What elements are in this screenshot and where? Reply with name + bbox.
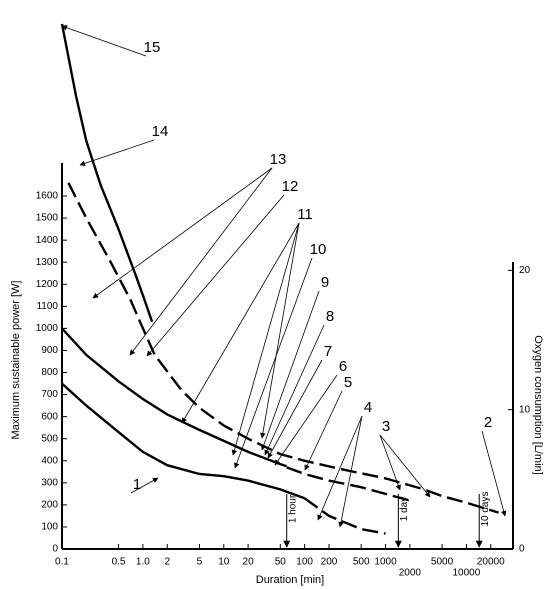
- annotation-arrow: [338, 415, 363, 528]
- y-tick-label: 1000: [36, 323, 59, 334]
- annotation-arrow: [264, 324, 325, 456]
- x-tick-label: 50: [275, 557, 287, 568]
- series-line: [303, 497, 386, 535]
- y-tick-label: 400: [41, 455, 58, 466]
- annotation-arrow: [92, 167, 273, 299]
- time-marker-label: 1 day: [399, 497, 410, 521]
- series-line: [286, 466, 411, 502]
- y-tick-label: 1100: [36, 301, 58, 312]
- series-line: [61, 327, 288, 468]
- y-tick-label: 100: [41, 522, 58, 533]
- annotation-arrow: [317, 415, 363, 521]
- y2-axis-label: Oxygen consumption [L/min]: [532, 335, 544, 474]
- x-tick-label: 200: [321, 557, 338, 568]
- y2-tick-label: 0: [519, 544, 525, 555]
- x-tick-label: 2: [164, 557, 170, 568]
- annotation-arrow: [79, 139, 155, 167]
- annotation-arrow: [129, 167, 273, 356]
- y-tick-label: 800: [41, 367, 58, 378]
- x-tick-label: 100: [296, 557, 313, 568]
- y-tick-label: 200: [41, 500, 58, 511]
- annotation: 13: [270, 151, 287, 168]
- y-tick-label: 1600: [36, 191, 59, 202]
- x-axis-label: Duration [min]: [256, 574, 324, 586]
- series-line: [60, 23, 154, 323]
- x-tick-label: 10: [218, 557, 230, 568]
- annotation-arrow: [130, 477, 159, 494]
- x-tick-label: 500: [353, 557, 370, 568]
- y-tick-label: 1500: [36, 213, 59, 224]
- annotation: 9: [321, 274, 329, 291]
- time-marker-label: 1 hour: [287, 494, 298, 523]
- annotation-arrow: [231, 222, 300, 456]
- annotation-arrow: [379, 434, 431, 498]
- x-tick-label: 1.0: [136, 557, 150, 568]
- annotation: 1: [133, 476, 141, 493]
- annotation: 3: [382, 418, 390, 435]
- y-axis-label: Maximum sustainable power [W]: [10, 281, 22, 440]
- x-tick-label: 5000: [431, 557, 454, 568]
- annotation-arrow: [379, 434, 401, 491]
- x-tick-label: 0.5: [112, 557, 126, 568]
- annotation-arrow: [481, 430, 507, 517]
- x-tick-label: 1000: [374, 557, 397, 568]
- y2-tick-label: 10: [519, 404, 531, 415]
- series-line: [61, 382, 306, 500]
- annotation: 6: [339, 358, 347, 375]
- annotation-arrow: [146, 194, 285, 357]
- x-tick-label: 20000: [477, 557, 505, 568]
- annotation: 11: [297, 206, 313, 223]
- annotation: 12: [282, 178, 299, 195]
- x-tick-label: 5: [197, 557, 203, 568]
- annotation-arrow: [61, 25, 147, 57]
- y-tick-label: 1300: [36, 257, 59, 268]
- y-tick-label: 700: [41, 389, 58, 400]
- x-tick-label: 2000: [399, 568, 422, 579]
- x-tick-label: 0.1: [55, 557, 69, 568]
- annotation: 2: [484, 414, 492, 431]
- y-tick-label: 0: [52, 544, 58, 555]
- annotation-arrow: [260, 222, 300, 439]
- annotation-arrow: [274, 374, 338, 466]
- time-marker-label: 10 days: [480, 491, 491, 526]
- annotation: 8: [326, 308, 334, 325]
- y2-tick-label: 20: [519, 265, 531, 276]
- series-line: [67, 182, 499, 514]
- annotation: 14: [152, 123, 169, 140]
- y-tick-label: 500: [41, 433, 58, 444]
- y-tick-label: 600: [41, 411, 58, 422]
- annotation-arrow: [267, 359, 323, 459]
- annotation-arrow: [304, 390, 343, 471]
- x-tick-label: 20: [243, 557, 255, 568]
- annotation: 10: [310, 241, 327, 258]
- y-tick-label: 900: [41, 345, 58, 356]
- annotation-arrow: [181, 222, 300, 424]
- annotation: 4: [364, 399, 372, 416]
- annotation: 7: [324, 343, 332, 360]
- annotation: 5: [344, 374, 352, 391]
- y-tick-label: 1400: [36, 235, 59, 246]
- y-tick-label: 300: [41, 477, 58, 488]
- annotation-arrow: [261, 290, 320, 451]
- x-tick-label: 10000: [453, 568, 481, 579]
- y-tick-label: 1200: [36, 279, 59, 290]
- annotation-arrow: [234, 257, 313, 469]
- annotation: 15: [144, 39, 161, 56]
